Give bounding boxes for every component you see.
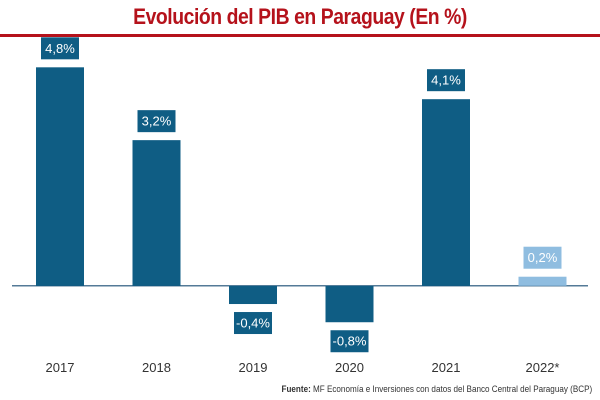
data-label-2021: 4,1% bbox=[431, 73, 461, 88]
source-text: MF Economía e Inversiones con datos del … bbox=[312, 384, 592, 394]
data-label-2018: 3,2% bbox=[142, 114, 172, 129]
data-label-2017: 4,8% bbox=[45, 41, 75, 56]
category-label-2022*: 2022* bbox=[526, 360, 560, 375]
data-label-box-2022* bbox=[523, 246, 562, 269]
bar-2022* bbox=[518, 276, 567, 286]
category-label-2020: 2020 bbox=[335, 360, 364, 375]
category-label-2021: 2021 bbox=[432, 360, 461, 375]
data-label-box-2020 bbox=[330, 330, 369, 353]
title-underline bbox=[0, 34, 600, 37]
data-label-box-2019 bbox=[234, 312, 272, 335]
data-label-2020: -0,8% bbox=[333, 334, 367, 349]
data-label-box-2021 bbox=[427, 69, 465, 92]
data-label-2019: -0,4% bbox=[236, 316, 270, 331]
category-label-2018: 2018 bbox=[142, 360, 171, 375]
bar-2021 bbox=[422, 99, 470, 286]
data-label-box-2018 bbox=[137, 110, 176, 133]
title-bar: Evolución del PIB en Paraguay (En %) bbox=[0, 0, 600, 34]
bar-2017 bbox=[36, 67, 84, 286]
data-label-2022*: 0,2% bbox=[528, 250, 558, 265]
category-label-2017: 2017 bbox=[46, 360, 75, 375]
category-label-2019: 2019 bbox=[239, 360, 268, 375]
bar-2018 bbox=[132, 140, 181, 286]
bar-2020 bbox=[325, 285, 374, 323]
chart-title: Evolución del PIB en Paraguay (En %) bbox=[133, 4, 467, 29]
source-label: Fuente: bbox=[281, 384, 311, 394]
data-label-box-2017 bbox=[41, 37, 79, 60]
bar-2019 bbox=[229, 285, 277, 305]
source-note: Fuente: MF Economía e Inversiones con da… bbox=[281, 384, 592, 394]
